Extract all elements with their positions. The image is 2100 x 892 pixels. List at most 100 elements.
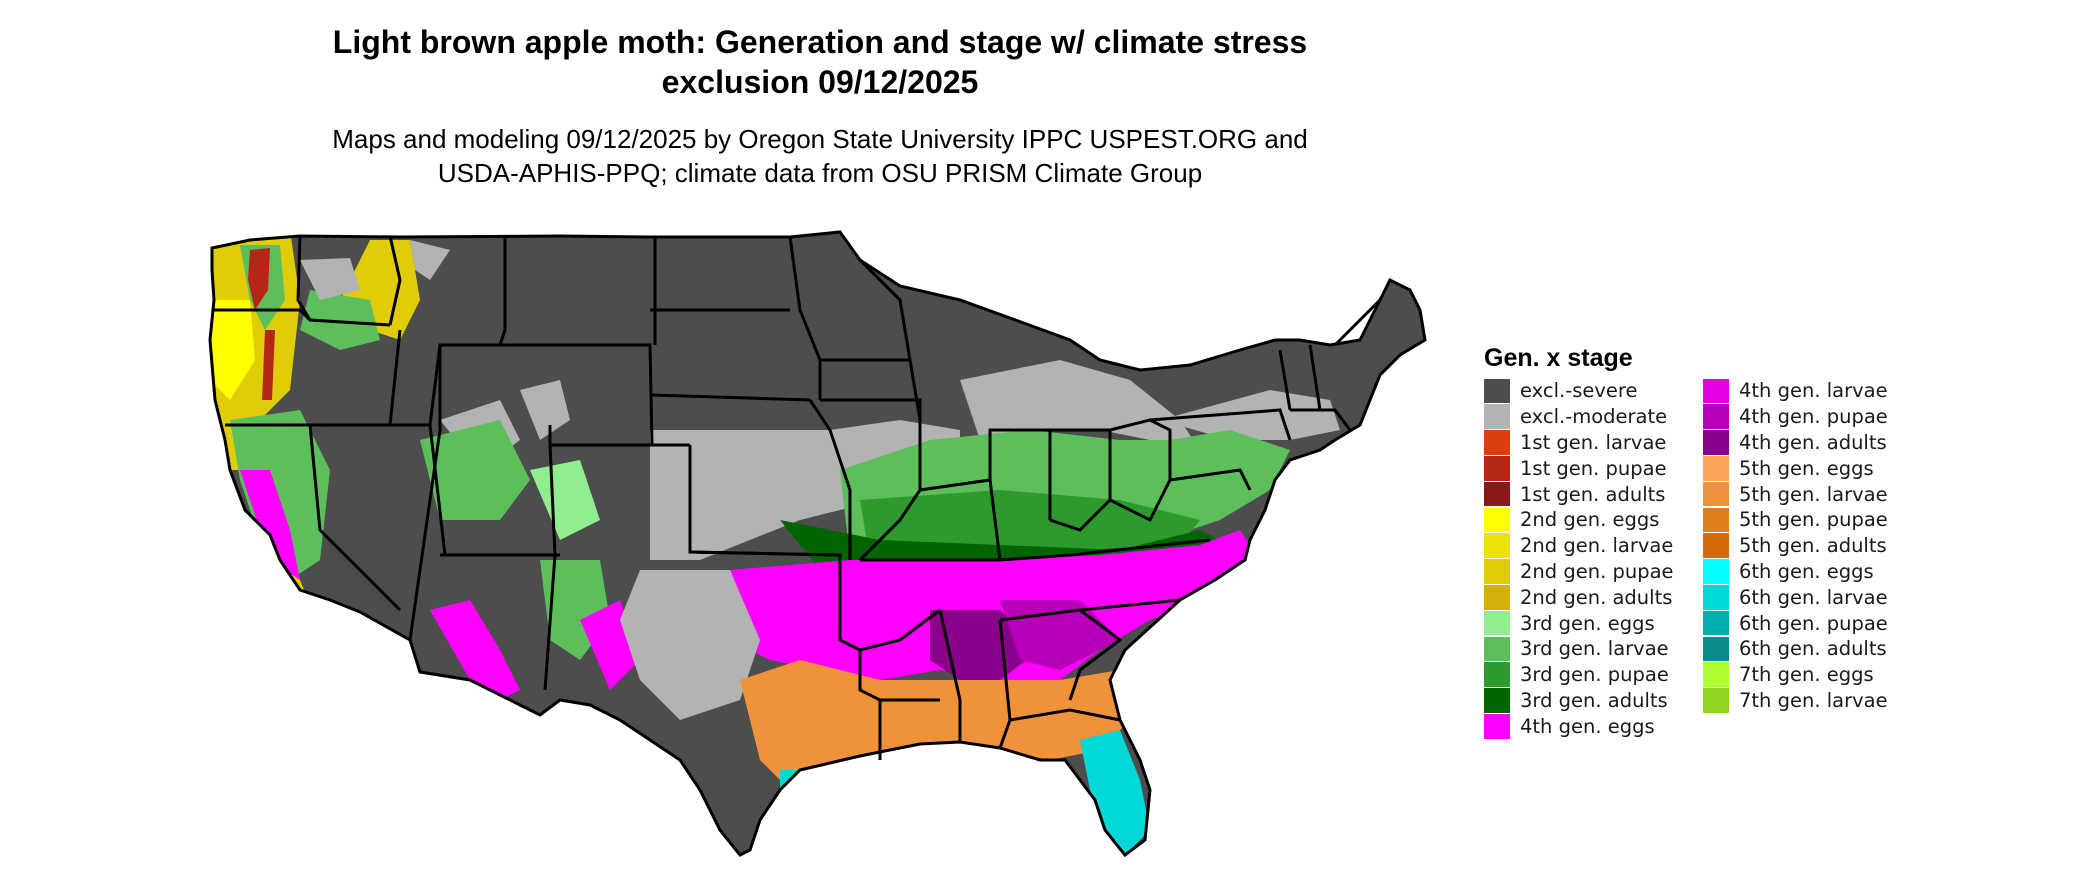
region-4th-gen-eggs-az (430, 600, 520, 700)
region-excl-moderate-wa (300, 258, 360, 300)
legend: Gen. x stage excl.-severe excl.-moderate 1… (1484, 342, 1984, 798)
state-boundaries (208, 230, 1427, 858)
legend-label: 5th gen. eggs (1739, 456, 1874, 480)
legend-swatch (1703, 507, 1729, 533)
legend-swatch (1484, 714, 1510, 739)
region-excl-moderate-co (520, 380, 570, 440)
legend-label: 5th gen. larvae (1739, 482, 1888, 506)
map-title: Light brown apple moth: Generation and s… (200, 22, 1440, 102)
legend-label: 5th gen. pupae (1739, 508, 1888, 532)
legend-item: 3rd gen. adults (1484, 688, 1674, 714)
legend-item: 6th gen. larvae (1703, 584, 1888, 610)
legend-swatch (1703, 456, 1729, 481)
map-subtitle-line1: Maps and modeling 09/12/2025 by Oregon S… (332, 124, 1308, 154)
legend-label: 4th gen. adults (1739, 430, 1887, 454)
legend-swatch (1484, 662, 1510, 687)
legend-item: 6th gen. adults (1703, 636, 1888, 662)
map-title-line1: Light brown apple moth: Generation and s… (332, 24, 1308, 60)
legend-label: 5th gen. adults (1739, 534, 1887, 558)
legend-swatch (1703, 688, 1729, 713)
legend-swatch (1703, 378, 1729, 404)
region-3rd-gen-larvae-or (300, 290, 380, 350)
legend-item: 4th gen. adults (1703, 430, 1888, 456)
map-title-line2: exclusion 09/12/2025 (661, 64, 979, 100)
region-excl-moderate-ne (1160, 390, 1340, 440)
region-3rd-gen-pupae-mw (860, 490, 1200, 560)
map-subtitle: Maps and modeling 09/12/2025 by Oregon S… (200, 122, 1440, 190)
legend-item: 5th gen. adults (1703, 533, 1888, 559)
legend-label: 2nd gen. pupae (1520, 559, 1674, 583)
legend-item: 5th gen. pupae (1703, 507, 1888, 533)
legend-item: 2nd gen. larvae (1484, 533, 1674, 559)
legend-item: 6th gen. eggs (1703, 559, 1888, 585)
legend-swatch (1484, 688, 1510, 713)
legend-label: 2nd gen. adults (1520, 585, 1673, 609)
legend-swatch (1484, 610, 1510, 636)
legend-label: 6th gen. adults (1739, 637, 1887, 661)
legend-label: 3rd gen. eggs (1520, 611, 1655, 635)
legend-item: 3rd gen. larvae (1484, 636, 1674, 662)
region-1st-gen-pupae (248, 248, 270, 310)
legend-item: 4th gen. eggs (1484, 713, 1674, 739)
legend-item: 4th gen. larvae (1703, 378, 1888, 404)
legend-swatch (1484, 404, 1510, 429)
legend-label: 4th gen. pupae (1739, 405, 1888, 429)
legend-item: 6th gen. pupae (1703, 610, 1888, 636)
legend-label: 1st gen. pupae (1520, 456, 1667, 480)
legend-item: 1st gen. larvae (1484, 430, 1674, 456)
legend-item: excl.-moderate (1484, 404, 1674, 430)
legend-swatch (1484, 507, 1510, 533)
legend-label: 2nd gen. larvae (1520, 534, 1674, 558)
region-excl-moderate-tx (620, 570, 760, 720)
legend-label: 6th gen. pupae (1739, 611, 1888, 635)
legend-swatch (1703, 610, 1729, 636)
legend-swatch (1703, 404, 1729, 429)
legend-item: 7th gen. eggs (1703, 662, 1888, 688)
legend-swatch (1484, 533, 1510, 558)
legend-label: 4th gen. eggs (1520, 714, 1655, 738)
legend-label: 3rd gen. pupae (1520, 663, 1669, 687)
legend-item: 3rd gen. eggs (1484, 610, 1674, 636)
legend-item: excl.-severe (1484, 378, 1674, 404)
legend-item: 5th gen. larvae (1703, 481, 1888, 507)
legend-item: 5th gen. eggs (1703, 455, 1888, 481)
legend-swatch (1484, 585, 1510, 610)
region-3rd-gen-larvae-ca (230, 410, 330, 580)
legend-swatch (1484, 481, 1510, 507)
legend-label: excl.-moderate (1520, 405, 1668, 429)
region-3rd-gen-larvae-ut (420, 420, 530, 520)
legend-label: 1st gen. larvae (1520, 430, 1667, 454)
region-excl-moderate-greatlakes (960, 360, 1200, 450)
legend-label: 6th gen. eggs (1739, 559, 1874, 583)
legend-column-1: excl.-severe excl.-moderate 1st gen. larva… (1484, 378, 1674, 739)
legend-label: excl.-severe (1520, 379, 1638, 403)
region-6th-gen-larvae-fl (1080, 730, 1150, 855)
legend-item: 1st gen. adults (1484, 481, 1674, 507)
legend-swatch (1703, 585, 1729, 610)
legend-label: 1st gen. adults (1520, 482, 1666, 506)
legend-label: 7th gen. larvae (1739, 688, 1888, 712)
legend-item: 1st gen. pupae (1484, 455, 1674, 481)
legend-swatch (1703, 636, 1729, 662)
legend-swatch (1703, 662, 1729, 687)
legend-swatch (1484, 430, 1510, 455)
region-3rd-gen-eggs-co (530, 460, 600, 540)
legend-swatch (1484, 636, 1510, 662)
legend-swatch (1484, 456, 1510, 481)
legend-item: 2nd gen. pupae (1484, 559, 1674, 585)
legend-label: 3rd gen. larvae (1520, 637, 1669, 661)
region-1st-gen-pupae-2 (262, 330, 275, 400)
legend-label: 2nd gen. eggs (1520, 508, 1660, 532)
region-2nd-gen-eggs (210, 300, 255, 400)
legend-item: 4th gen. pupae (1703, 404, 1888, 430)
legend-item: 2nd gen. adults (1484, 584, 1674, 610)
region-4th-gen-eggs-se (730, 530, 1260, 680)
legend-label: 4th gen. larvae (1739, 379, 1888, 403)
legend-swatch (1703, 430, 1729, 455)
legend-columns: excl.-severe excl.-moderate 1st gen. larva… (1484, 378, 1984, 798)
legend-item: 2nd gen. eggs (1484, 507, 1674, 533)
legend-swatch (1703, 533, 1729, 558)
legend-title: Gen. x stage (1484, 344, 1633, 372)
legend-label: 6th gen. larvae (1739, 585, 1888, 609)
